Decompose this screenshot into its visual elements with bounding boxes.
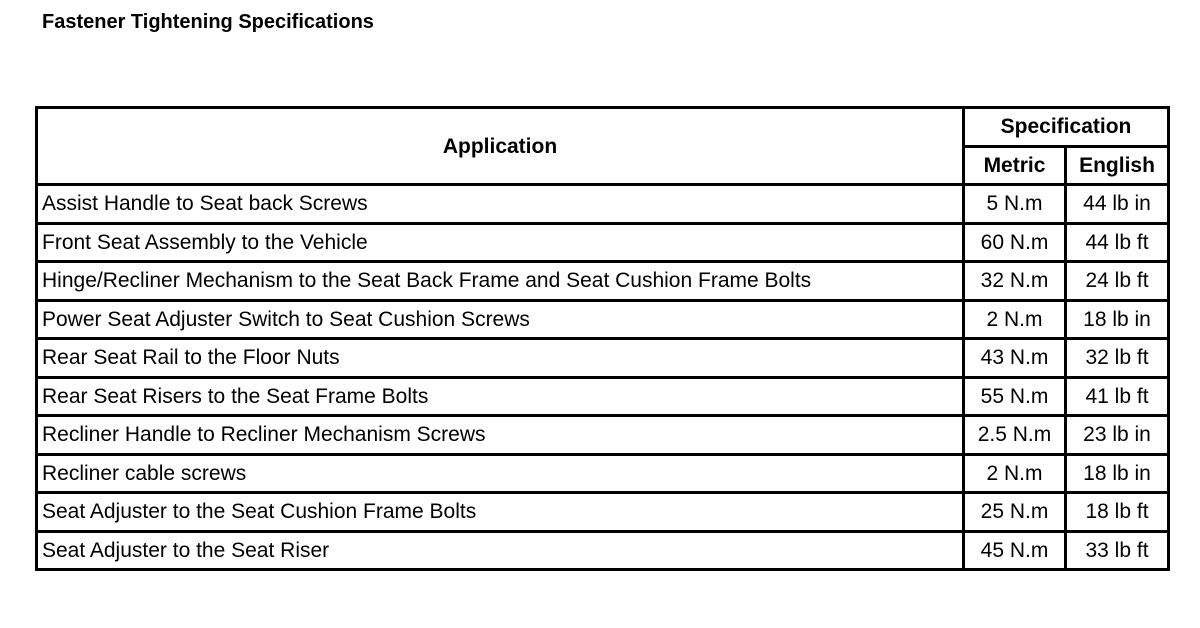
table-row: Rear Seat Rail to the Floor Nuts 43 N.m 32… xyxy=(35,337,1171,379)
cell-metric: 60 N.m xyxy=(962,221,1067,263)
cell-metric: 5 N.m xyxy=(962,183,1067,225)
table-row: Recliner cable screws 2 N.m 18 lb in xyxy=(35,452,1171,494)
cell-english: 18 lb in xyxy=(1063,452,1171,494)
cell-metric: 55 N.m xyxy=(962,375,1067,417)
header-metric: Metric xyxy=(962,144,1067,186)
cell-application: Hinge/Recliner Mechanism to the Seat Bac… xyxy=(35,260,965,302)
cell-application: Rear Seat Rail to the Floor Nuts xyxy=(35,337,965,379)
cell-english: 44 lb ft xyxy=(1063,221,1171,263)
cell-application: Assist Handle to Seat back Screws xyxy=(35,183,965,225)
cell-english: 32 lb ft xyxy=(1063,337,1171,379)
cell-metric: 2 N.m xyxy=(962,298,1067,340)
cell-metric: 43 N.m xyxy=(962,337,1067,379)
cell-metric: 32 N.m xyxy=(962,260,1067,302)
cell-application: Seat Adjuster to the Seat Riser xyxy=(35,529,965,571)
table-row: Assist Handle to Seat back Screws 5 N.m 44… xyxy=(35,183,1171,225)
cell-english: 24 lb ft xyxy=(1063,260,1171,302)
cell-application: Power Seat Adjuster Switch to Seat Cushi… xyxy=(35,298,965,340)
cell-metric: 45 N.m xyxy=(962,529,1067,571)
table-row: Seat Adjuster to the Seat Cushion Frame … xyxy=(35,491,1171,533)
cell-english: 41 lb ft xyxy=(1063,375,1171,417)
cell-metric: 2.5 N.m xyxy=(962,414,1067,456)
cell-english: 18 lb in xyxy=(1063,298,1171,340)
cell-application: Rear Seat Risers to the Seat Frame Bolts xyxy=(35,375,965,417)
table-row: Recliner Handle to Recliner Mechanism Sc… xyxy=(35,414,1171,456)
cell-application: Front Seat Assembly to the Vehicle xyxy=(35,221,965,263)
cell-metric: 25 N.m xyxy=(962,491,1067,533)
header-application: Application xyxy=(35,106,965,186)
cell-metric: 2 N.m xyxy=(962,452,1067,494)
page-title: Fastener Tightening Specifications xyxy=(42,11,374,33)
cell-english: 18 lb ft xyxy=(1063,491,1171,533)
cell-english: 44 lb in xyxy=(1063,183,1171,225)
cell-english: 33 lb ft xyxy=(1063,529,1171,571)
header-specification: Specification xyxy=(961,106,1171,148)
cell-application: Seat Adjuster to the Seat Cushion Frame … xyxy=(35,491,965,533)
table-row: Hinge/Recliner Mechanism to the Seat Bac… xyxy=(35,260,1171,302)
header-english: English xyxy=(1063,144,1171,186)
cell-application: Recliner cable screws xyxy=(35,452,965,494)
table-row: Seat Adjuster to the Seat Riser 45 N.m 33 … xyxy=(35,529,1171,571)
table-row: Front Seat Assembly to the Vehicle 60 N.m… xyxy=(35,221,1171,263)
fastener-spec-table: Application Specification Metric English… xyxy=(35,106,1171,571)
table-row: Power Seat Adjuster Switch to Seat Cushi… xyxy=(35,298,1171,340)
cell-english: 23 lb in xyxy=(1063,414,1171,456)
cell-application: Recliner Handle to Recliner Mechanism Sc… xyxy=(35,414,965,456)
table-row: Rear Seat Risers to the Seat Frame Bolts… xyxy=(35,375,1171,417)
